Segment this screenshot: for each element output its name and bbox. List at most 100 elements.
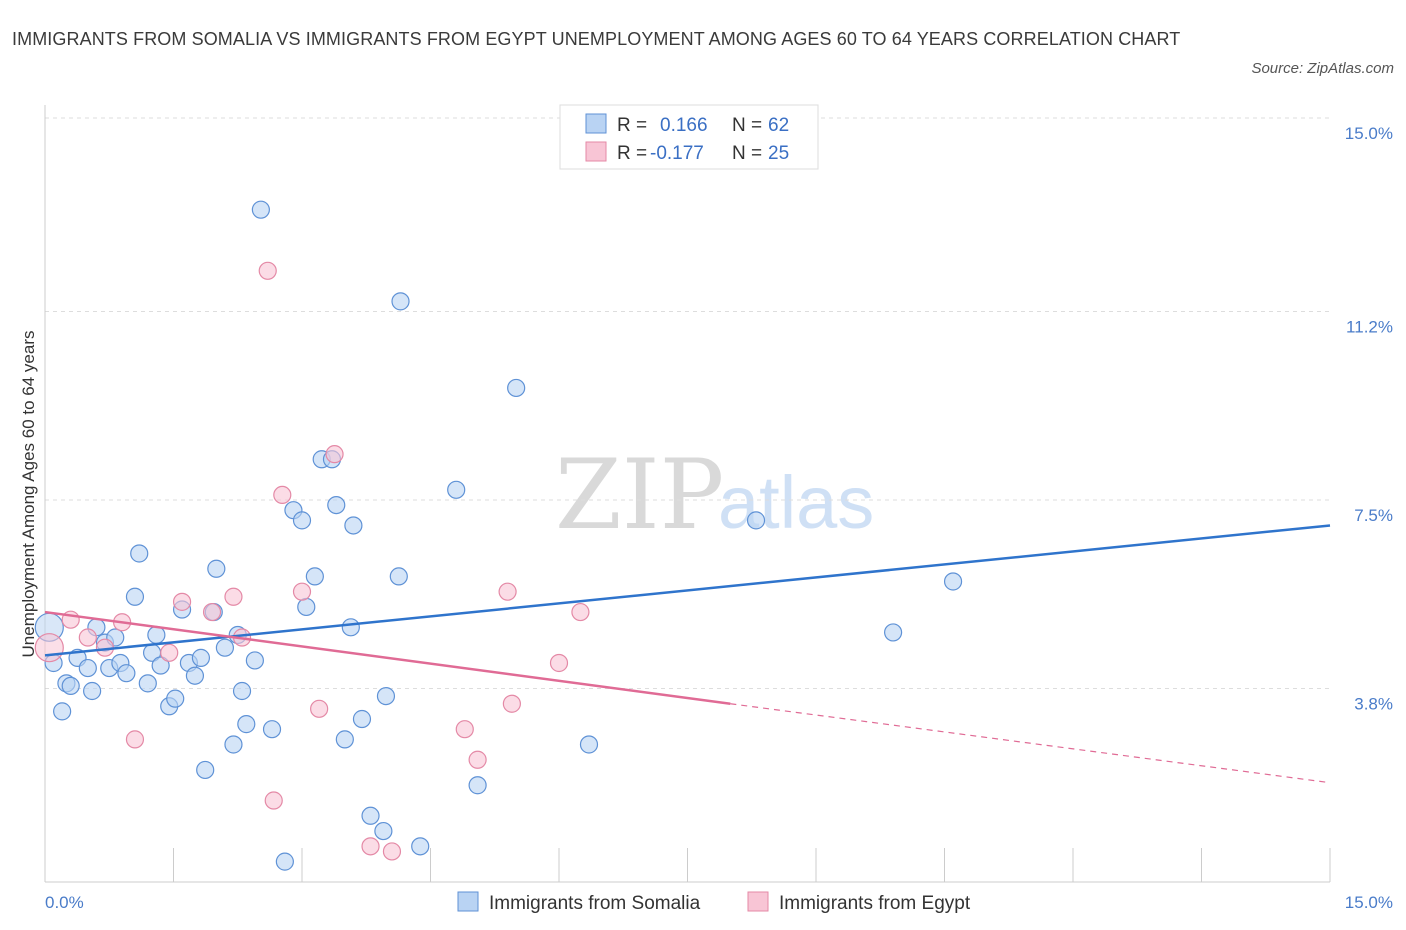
trend-line-somalia [44,524,1331,657]
data-point-somalia [292,511,312,530]
legend-n-label-somalia: N = [732,115,762,136]
source-label: Source: ZipAtlas.com [1251,60,1394,77]
y-axis-tick-labels: 3.8% 7.5% 11.2% 15.0% [1345,124,1393,713]
data-point-somalia [374,821,393,841]
data-point-somalia [262,720,282,739]
data-point-somalia [468,776,487,795]
data-point-somalia [237,715,256,734]
watermark-zip: ZIP [555,439,724,551]
data-points [34,200,963,871]
y-tick-label: 3.8% [1354,694,1393,713]
data-point-egypt [361,837,380,856]
x-tick-label-right: 15.0% [1345,893,1393,912]
series-legend-label-somalia: Immigrants from Somalia [489,893,701,914]
trend-line-egypt-extension [730,703,1331,784]
series-legend: Immigrants from Somalia Immigrants from … [457,891,971,914]
data-point-somalia [151,656,170,675]
data-point-egypt [172,592,192,611]
series-legend-swatch-egypt [747,891,769,912]
data-point-somalia [232,681,252,701]
data-point-egypt [224,587,243,606]
data-point-somalia [251,200,270,219]
data-point-somalia [147,625,166,645]
legend-n-label-egypt: N = [732,143,762,164]
data-point-somalia [305,567,324,586]
data-point-somalia [411,837,430,856]
legend-r-value-egypt: -0.177 [650,143,704,164]
data-point-somalia [78,658,97,678]
chart-title: IMMIGRANTS FROM SOMALIA VS IMMIGRANTS FR… [12,29,1181,49]
data-point-egypt [264,791,283,810]
data-point-egypt [498,582,517,601]
data-point-somalia [746,511,766,530]
series-legend-swatch-somalia [457,891,479,912]
data-point-egypt [258,261,277,280]
data-point-somalia [297,597,316,617]
data-point-somalia [245,651,264,670]
data-point-somalia [389,567,408,586]
data-point-egypt [125,730,145,749]
data-point-somalia [117,664,136,683]
data-point-somalia [344,516,363,535]
data-point-somalia [883,623,903,642]
data-point-somalia [579,735,599,754]
data-point-egypt [202,602,222,622]
data-point-somalia [61,676,80,696]
data-point-somalia [361,806,380,825]
data-point-somalia [376,686,396,706]
y-tick-label: 7.5% [1354,506,1393,525]
y-axis-title: Unemployment Among Ages 60 to 64 years [19,331,38,658]
legend-n-value-egypt: 25 [768,143,789,164]
data-point-somalia [447,480,466,499]
data-point-somalia [391,292,410,311]
trend-lines [44,524,1331,784]
y-tick-label: 15.0% [1345,124,1393,143]
data-point-somalia [943,572,963,591]
data-point-somalia [138,674,157,693]
legend-r-label-egypt: R = [617,143,647,164]
legend-swatch-egypt [585,141,607,162]
data-point-egypt [549,653,569,673]
data-point-somalia [83,681,102,701]
data-point-somalia [53,702,72,721]
x-axis-ticks [173,848,1331,882]
watermark-atlas: atlas [718,461,874,544]
data-point-egypt [502,694,521,713]
data-point-egypt [273,485,292,505]
stats-legend: R = 0.166 N = 62 R = -0.177 N = 25 [559,104,819,170]
legend-n-value-somalia: 62 [768,115,789,136]
x-tick-label-left: 0.0% [45,893,84,912]
legend-r-value-somalia: 0.166 [660,115,708,136]
legend-swatch-somalia [585,113,607,134]
data-point-egypt [325,445,344,464]
data-point-somalia [196,760,215,780]
data-point-egypt [34,633,64,663]
data-point-somalia [191,648,211,667]
data-point-egypt [455,720,474,739]
data-point-somalia [335,730,354,749]
data-point-egypt [382,842,402,861]
data-point-somalia [341,618,360,637]
data-point-egypt [571,602,590,622]
data-point-somalia [507,378,526,398]
data-point-somalia [352,709,372,729]
data-point-somalia [207,559,226,578]
legend-r-label-somalia: R = [617,115,647,136]
data-point-egypt [310,699,329,718]
data-point-somalia [275,852,294,871]
data-point-egypt [78,628,97,647]
data-point-somalia [125,587,145,606]
data-point-somalia [215,638,234,657]
y-tick-label: 11.2% [1346,318,1393,337]
data-point-egypt [468,750,487,769]
data-point-somalia [224,735,243,754]
trend-line-egypt [44,610,731,705]
data-point-somalia [130,544,149,563]
series-legend-label-egypt: Immigrants from Egypt [779,893,971,914]
data-point-somalia [327,495,346,515]
data-point-somalia [166,689,185,708]
data-point-egypt [292,582,312,601]
data-point-egypt [160,643,179,662]
data-point-somalia [185,666,205,685]
